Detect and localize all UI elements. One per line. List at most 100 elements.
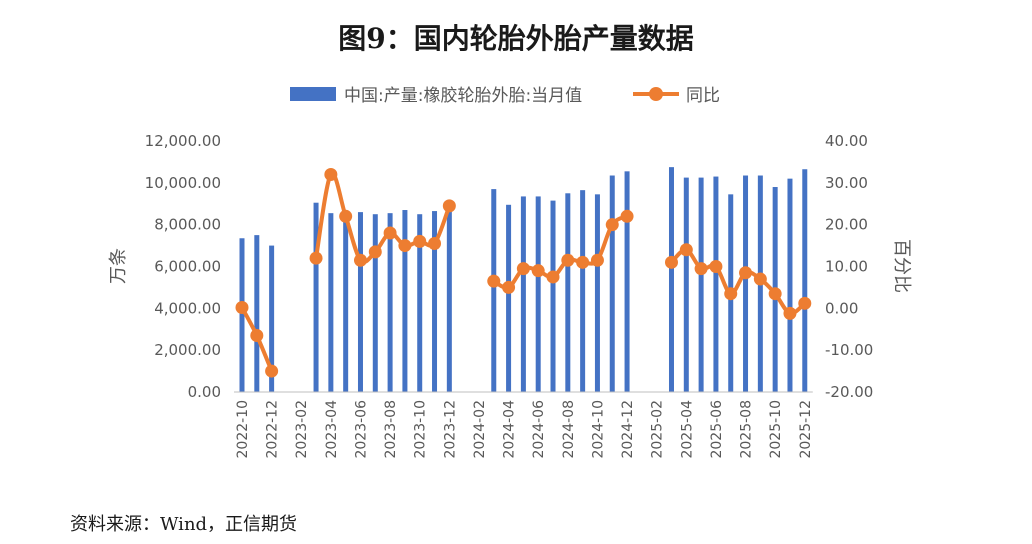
bar — [313, 202, 319, 392]
yoy-point — [398, 239, 412, 253]
y-right-tick-label: 20.00 — [825, 216, 868, 234]
bar — [565, 193, 571, 392]
bar — [743, 175, 749, 392]
legend: 中国:产量:橡胶轮胎外胎:当月值 同比 — [290, 86, 720, 106]
y-right-axis-label: 百分比 — [891, 239, 912, 293]
y-left-tick-labels: 0.00 2,000.00 4,000.00 6,000.00 8,000.00 10,0… — [145, 132, 221, 401]
chart: 图9：国内轮胎外胎产量数据 中国:产量:橡胶轮胎外胎:当月值 同比 万条 百分比… — [108, 22, 912, 459]
bar — [668, 167, 674, 392]
yoy-point — [531, 264, 545, 278]
yoy-point — [442, 199, 456, 213]
x-tick-label: 2025-10 — [768, 400, 784, 459]
bar — [506, 204, 512, 392]
x-tick-label: 2022-12 — [265, 400, 281, 459]
x-tick-label: 2023-02 — [294, 400, 310, 459]
bar — [269, 245, 275, 392]
bar — [328, 213, 334, 392]
yoy-point — [546, 270, 560, 284]
legend-line-marker — [649, 87, 663, 101]
y-left-tick-label: 6,000.00 — [154, 258, 221, 276]
y-right-tick-label: -10.00 — [825, 341, 873, 359]
bar — [594, 194, 600, 392]
bar — [372, 214, 378, 392]
yoy-point — [679, 243, 693, 257]
y-right-tick-label: 30.00 — [825, 174, 868, 192]
yoy-point — [487, 274, 501, 288]
x-tick-label: 2025-06 — [709, 400, 725, 459]
bar — [609, 175, 615, 392]
bar — [402, 210, 408, 392]
bar — [357, 212, 363, 392]
yoy-point — [590, 253, 604, 267]
yoy-point — [250, 329, 264, 343]
x-tick-label: 2024-08 — [561, 400, 577, 459]
yoy-point — [664, 255, 678, 269]
yoy-point — [561, 253, 575, 267]
yoy-point — [694, 262, 708, 276]
bar — [802, 169, 808, 392]
yoy-point — [753, 272, 767, 286]
x-tick-label: 2024-06 — [531, 400, 547, 459]
yoy-point — [502, 280, 516, 294]
x-tick-label: 2025-08 — [739, 400, 755, 459]
x-tick-labels: 2022-10 2022-12 2023-02 2023-04 2023-06 2023-… — [235, 400, 814, 459]
yoy-point — [353, 253, 367, 267]
x-tick-label: 2023-10 — [413, 400, 429, 459]
x-tick-label: 2025-12 — [798, 400, 814, 459]
yoy-point — [605, 218, 619, 232]
yoy-point — [339, 209, 353, 223]
bar — [254, 235, 260, 392]
bar — [432, 211, 438, 392]
bar — [446, 203, 452, 392]
y-left-tick-label: 4,000.00 — [154, 299, 221, 317]
bar — [535, 196, 541, 392]
yoy-point — [428, 236, 442, 250]
yoy-point — [783, 306, 797, 320]
yoy-point — [413, 234, 427, 248]
yoy-point — [709, 260, 723, 273]
legend-bar-swatch — [290, 87, 336, 101]
bar — [698, 177, 704, 392]
yoy-point — [383, 226, 397, 240]
bar — [580, 190, 586, 392]
yoy-point — [516, 262, 530, 276]
y-right-tick-label: -20.00 — [825, 383, 873, 401]
yoy-point — [798, 296, 812, 310]
x-tick-label: 2024-10 — [590, 400, 606, 459]
bar — [417, 214, 423, 392]
yoy-point — [724, 287, 738, 301]
x-tick-label: 2023-04 — [324, 400, 340, 459]
x-tick-label: 2025-04 — [679, 400, 695, 459]
bar — [387, 213, 393, 392]
bar — [343, 212, 349, 392]
y-right-tick-label: 10.00 — [825, 258, 868, 276]
yoy-point — [309, 251, 323, 265]
y-right-tick-label: 0.00 — [825, 299, 858, 317]
yoy-point — [265, 364, 279, 378]
x-tick-label: 2022-10 — [235, 400, 251, 459]
legend-bar-label: 中国:产量:橡胶轮胎外胎:当月值 — [344, 86, 582, 106]
bar — [550, 200, 556, 392]
y-left-tick-label: 8,000.00 — [154, 216, 221, 234]
bar — [787, 178, 793, 392]
bar — [624, 171, 630, 392]
yoy-point — [368, 245, 382, 259]
y-left-tick-label: 0.00 — [188, 383, 221, 401]
yoy-point — [235, 300, 249, 314]
yoy-point — [768, 287, 782, 301]
y-left-tick-label: 2,000.00 — [154, 341, 221, 359]
x-tick-label: 2023-12 — [442, 400, 458, 459]
yoy-point — [576, 255, 590, 269]
x-tick-label: 2024-12 — [620, 400, 636, 459]
legend-line-label: 同比 — [686, 86, 720, 106]
x-tick-label: 2023-06 — [353, 400, 369, 459]
bar — [683, 177, 689, 392]
y-left-tick-label: 10,000.00 — [145, 174, 221, 192]
yoy-point — [739, 266, 753, 280]
yoy-point — [620, 209, 634, 223]
yoy-point — [324, 167, 338, 181]
yoy-points — [235, 167, 812, 378]
source-note: 资料来源：Wind，正信期货 — [70, 514, 298, 535]
y-left-axis-label: 万条 — [108, 248, 129, 284]
bar — [520, 196, 526, 392]
